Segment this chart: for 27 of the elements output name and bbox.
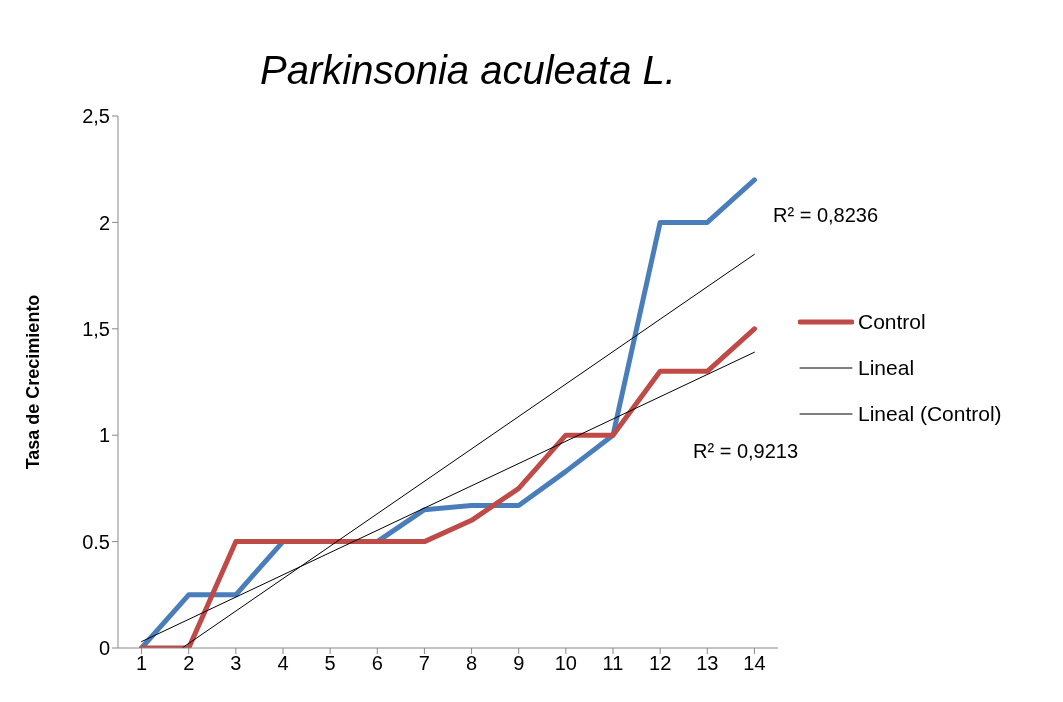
x-tick-label: 14	[743, 652, 766, 675]
x-tick-label: 5	[324, 652, 336, 675]
x-tick-label: 9	[513, 652, 525, 675]
y-tick-label: 1	[98, 424, 110, 447]
chart-title: Parkinsonia aculeata L.	[259, 48, 677, 93]
x-tick-label: 6	[371, 652, 383, 675]
annotation: R² = 0,9213	[693, 440, 799, 463]
x-tick-label: 3	[230, 652, 242, 675]
x-tick-label: 7	[418, 652, 430, 675]
x-tick-label: 10	[554, 652, 577, 675]
x-tick-label: 12	[649, 652, 672, 675]
legend-label: Lineal (Control)	[858, 402, 1002, 426]
x-tick-label: 4	[277, 652, 289, 675]
y-tick-label: 0	[98, 637, 110, 660]
x-tick-label: 8	[466, 652, 478, 675]
y-axis-title: Tasa de Crecimiento	[23, 294, 44, 470]
y-tick-label: 1,5	[82, 317, 110, 340]
legend-label: Lineal	[858, 356, 915, 380]
annotation: R² = 0,8236	[773, 204, 879, 227]
legend-label: Control	[858, 310, 926, 334]
x-tick-label: 13	[696, 652, 719, 675]
y-tick-label: 2	[98, 211, 110, 234]
y-tick-label: 2,5	[82, 105, 110, 128]
y-tick-label: 0.5	[82, 530, 110, 553]
x-tick-label: 11	[602, 652, 624, 675]
x-tick-label: 1	[136, 652, 148, 675]
x-tick-label: 2	[183, 652, 195, 675]
